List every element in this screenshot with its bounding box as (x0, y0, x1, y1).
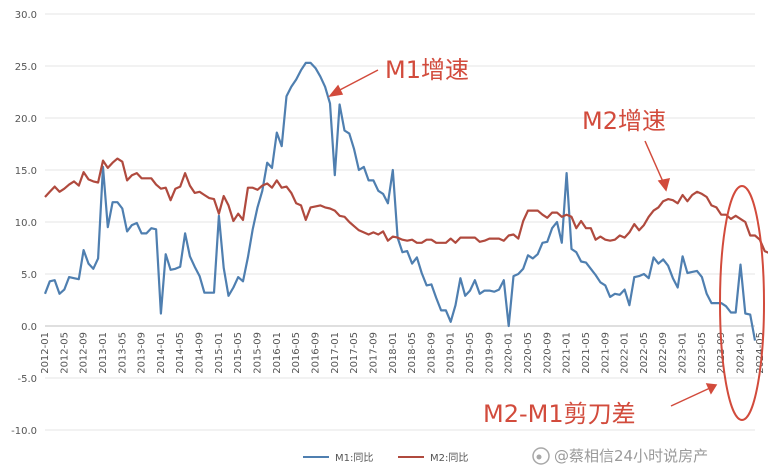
y-tick-label: 25.0 (15, 62, 37, 73)
legend-m2-label: M2:同比 (430, 452, 468, 464)
y-tick-label: 0.0 (21, 322, 37, 333)
x-tick-label: 2022-09 (658, 332, 669, 374)
x-axis-ticks: 2012-01 2012-05 2012-09 2013-01 2013-05 2013-… (40, 332, 766, 374)
x-tick-label: 2016-01 (272, 332, 283, 374)
x-tick-label: 2015-01 (214, 332, 225, 374)
x-tick-label: 2020-09 (542, 332, 553, 374)
x-tick-label: 2017-05 (349, 332, 360, 374)
m1-arrow (333, 69, 379, 94)
x-tick-label: 2012-01 (40, 332, 51, 374)
gap-arrowhead (705, 383, 718, 395)
x-tick-label: 2021-01 (562, 332, 573, 374)
x-tick-label: 2017-01 (330, 332, 341, 374)
y-tick-label: 10.0 (15, 218, 37, 229)
x-tick-label: 2014-09 (195, 332, 206, 374)
x-tick-label: 2016-09 (310, 332, 321, 374)
gap-highlight-ellipse (719, 185, 765, 421)
x-tick-label: 2018-09 (426, 332, 437, 374)
y-tick-label: -5.0 (17, 374, 37, 385)
x-tick-label: 2014-05 (175, 332, 186, 374)
weibo-icon-eye (536, 454, 542, 460)
y-tick-label: 5.0 (21, 270, 37, 281)
weibo-icon (532, 447, 550, 465)
m1-arrowhead (328, 84, 344, 98)
x-tick-label: 2016-05 (291, 332, 302, 374)
x-tick-label: 2021-09 (600, 332, 611, 374)
x-tick-label: 2012-05 (59, 332, 70, 374)
m2-arrowhead (657, 178, 671, 192)
legend-m1-label: M1:同比 (335, 452, 373, 464)
x-tick-label: 2020-05 (523, 332, 534, 374)
x-tick-label: 2014-01 (156, 332, 167, 374)
x-tick-label: 2024-01 (736, 332, 747, 374)
series-lines (43, 61, 768, 341)
series-m1-line (43, 61, 757, 341)
y-tick-label: 15.0 (15, 166, 37, 177)
x-tick-label: 2019-09 (484, 332, 495, 374)
x-tick-label: 2023-05 (697, 332, 708, 374)
x-tick-label: 2024-05 (755, 332, 766, 374)
m1-annotation: M1增速 (385, 56, 469, 84)
series-m2-line (44, 157, 768, 254)
x-tick-label: 2018-05 (407, 332, 418, 374)
x-tick-label: 2022-01 (620, 332, 631, 374)
y-axis-ticks: -10.0 -5.0 0.0 5.0 10.0 15.0 20.0 25.0 30.0 (11, 10, 37, 437)
y-tick-label: 30.0 (15, 10, 37, 21)
x-tick-label: 2015-09 (253, 332, 264, 374)
x-tick-label: 2013-01 (98, 332, 109, 374)
x-tick-label: 2017-09 (368, 332, 379, 374)
watermark-text: @蔡相信24小时说房产 (554, 447, 708, 465)
m2-annotation: M2增速 (582, 107, 666, 135)
y-tick-label: -10.0 (11, 426, 37, 437)
watermark: @蔡相信24小时说房产 (532, 447, 708, 465)
x-tick-label: 2012-09 (79, 332, 90, 374)
x-tick-label: 2013-09 (137, 332, 148, 374)
x-tick-label: 2013-05 (117, 332, 128, 374)
x-tick-label: 2019-05 (465, 332, 476, 374)
x-tick-label: 2022-05 (639, 332, 650, 374)
x-tick-label: 2015-05 (233, 332, 244, 374)
y-tick-label: 20.0 (15, 114, 37, 125)
gap-arrow (670, 387, 711, 407)
gap-annotation: M2-M1剪刀差 (483, 400, 636, 428)
m2-arrow (644, 140, 665, 185)
x-tick-label: 2018-01 (388, 332, 399, 374)
annotation-arrows (328, 69, 718, 407)
x-tick-label: 2023-01 (678, 332, 689, 374)
x-tick-label: 2019-01 (446, 332, 457, 374)
x-tick-label: 2021-05 (581, 332, 592, 374)
legend: M1:同比 M2:同比 (303, 452, 468, 464)
x-tick-label: 2020-01 (504, 332, 515, 374)
